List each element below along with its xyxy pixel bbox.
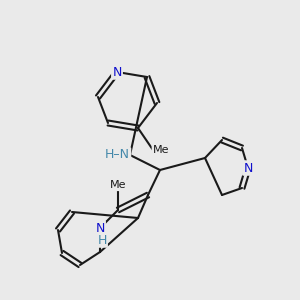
Text: Me: Me xyxy=(153,145,169,155)
Text: N: N xyxy=(112,65,122,79)
Text: N: N xyxy=(95,221,105,235)
Text: Me: Me xyxy=(110,180,126,190)
Text: H–N: H–N xyxy=(105,148,130,161)
Text: N: N xyxy=(243,161,253,175)
Text: H: H xyxy=(97,233,107,247)
